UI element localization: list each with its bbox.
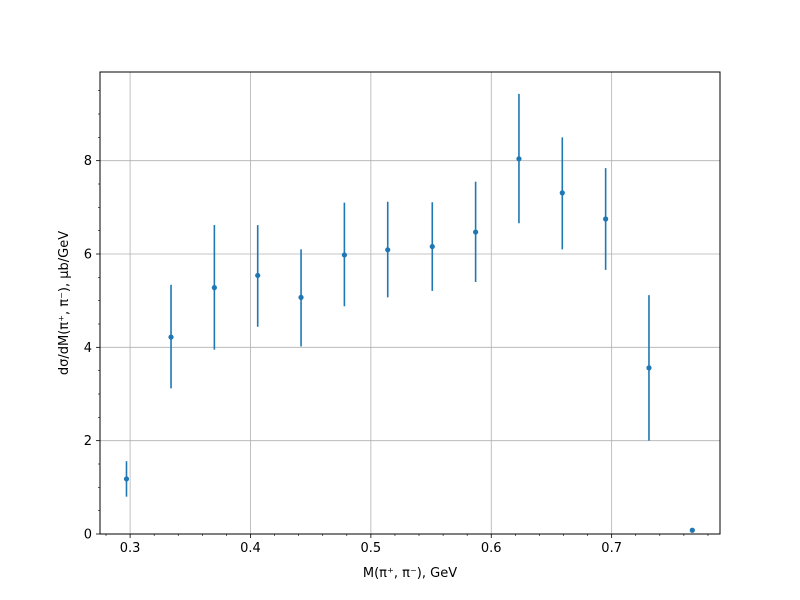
data-point — [385, 247, 391, 253]
x-axis-label: M(π⁺, π⁻), GeV — [363, 566, 457, 581]
data-point — [255, 272, 261, 279]
data-point — [298, 294, 304, 300]
data-point — [429, 243, 435, 250]
y-tick-label: 4 — [84, 341, 92, 356]
y-tick-label: 0 — [84, 528, 92, 543]
y-tick-label: 6 — [84, 248, 92, 263]
data-point — [646, 365, 652, 371]
data-point — [689, 527, 695, 533]
x-tick-label: 0.4 — [240, 541, 261, 556]
y-axis-label: dσ/dM(π⁺, π⁻), μb/GeV — [57, 231, 72, 375]
data-point — [123, 476, 130, 482]
data-point — [341, 252, 347, 258]
data-point — [603, 216, 609, 222]
data-point — [559, 190, 565, 196]
data-point — [473, 229, 479, 235]
y-tick-label: 8 — [84, 154, 92, 169]
x-tick-label: 0.3 — [120, 541, 141, 556]
data-point — [211, 285, 217, 291]
plot-frame — [99, 71, 721, 535]
axis-ticks: 0.3 0.4 0.5 0.6 0.7 0 2 4 6 8 — [84, 90, 709, 556]
x-tick-label: 0.6 — [481, 541, 502, 556]
data-points — [123, 93, 695, 533]
x-tick-label: 0.7 — [601, 541, 622, 556]
data-point — [516, 156, 522, 162]
x-tick-label: 0.5 — [361, 541, 382, 556]
data-point — [168, 334, 174, 340]
grid — [100, 72, 720, 535]
y-tick-label: 2 — [84, 434, 92, 449]
